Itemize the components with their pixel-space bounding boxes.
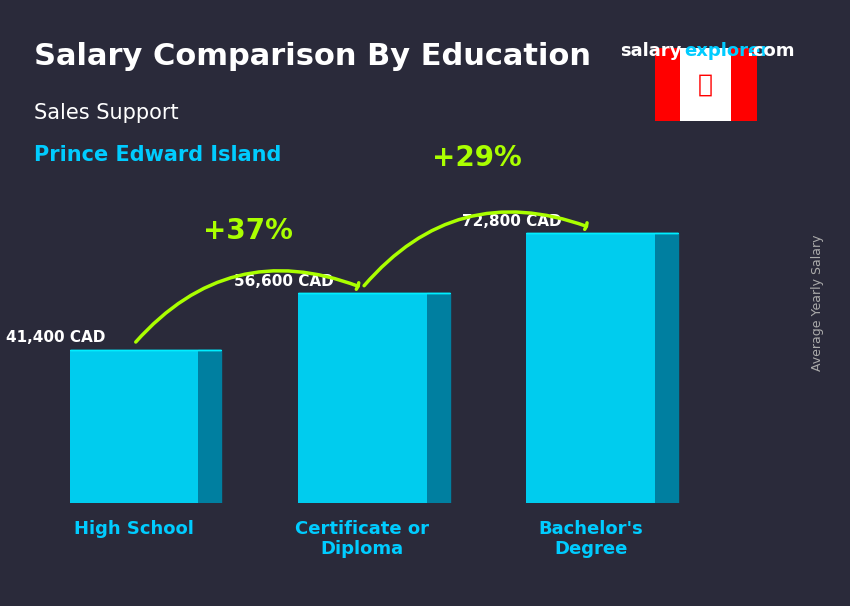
Text: +29%: +29%	[432, 144, 521, 172]
Bar	[70, 350, 198, 503]
Text: Prince Edward Island: Prince Edward Island	[34, 145, 281, 165]
Bar	[298, 293, 427, 503]
Polygon shape	[427, 293, 450, 503]
Text: 72,800 CAD: 72,800 CAD	[462, 214, 562, 229]
Text: Sales Support: Sales Support	[34, 103, 178, 123]
Text: salary: salary	[620, 42, 682, 61]
Text: 56,600 CAD: 56,600 CAD	[234, 274, 334, 289]
Text: explorer: explorer	[684, 42, 769, 61]
Polygon shape	[198, 350, 221, 503]
Polygon shape	[654, 233, 678, 503]
Bar	[526, 233, 654, 503]
Text: Average Yearly Salary: Average Yearly Salary	[812, 235, 824, 371]
Text: 🍁: 🍁	[698, 73, 713, 97]
Bar	[731, 48, 756, 121]
Text: +37%: +37%	[203, 218, 293, 245]
Text: Salary Comparison By Education: Salary Comparison By Education	[34, 42, 591, 72]
Text: .com: .com	[746, 42, 795, 61]
Bar	[680, 48, 731, 121]
Text: 41,400 CAD: 41,400 CAD	[6, 330, 105, 345]
Bar	[654, 48, 680, 121]
